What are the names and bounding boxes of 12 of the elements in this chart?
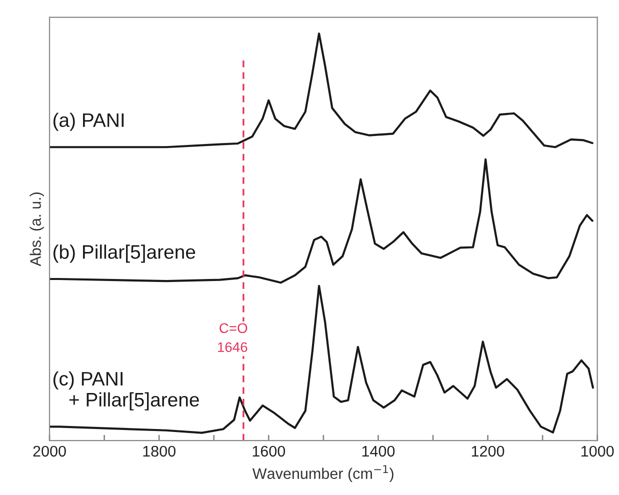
x-tick-label: 1800: [143, 446, 176, 457]
x-axis-title: Wavenumber (cm$^{−1}$): [252, 465, 394, 482]
series-label: (a) PANI: [53, 112, 124, 131]
series-label: (b) Pillar[5]arene: [53, 244, 196, 263]
series-label: (c) PANI + Pillar[5]arene: [53, 371, 199, 410]
y-axis-title: Abs. (a. u.): [30, 192, 44, 266]
x-tick-label: 2000: [33, 446, 66, 457]
x-tick-label: 1600: [252, 446, 286, 457]
x-tick-label: 1000: [582, 446, 614, 457]
x-tick-label: 1400: [362, 446, 395, 457]
ref-line-label: C=O 1646: [218, 323, 248, 352]
x-tick-label: 1200: [472, 446, 504, 457]
